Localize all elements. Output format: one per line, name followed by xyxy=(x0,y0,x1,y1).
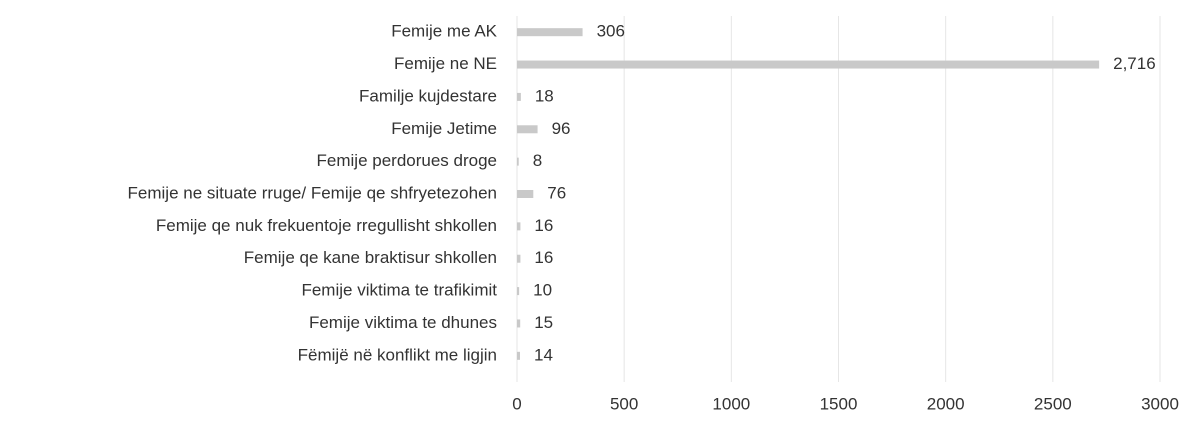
y-tick-label: Femije ne NE xyxy=(394,54,497,73)
x-tick-label: 3000 xyxy=(1141,394,1179,413)
data-label: 2,716 xyxy=(1113,54,1156,73)
bar xyxy=(517,254,521,263)
bar xyxy=(517,60,1100,69)
y-tick-label: Femije qe kane braktisur shkollen xyxy=(244,248,497,267)
y-tick-label: Femije perdorues droge xyxy=(317,151,497,170)
data-label: 96 xyxy=(552,119,571,138)
data-label: 10 xyxy=(533,281,552,300)
x-tick-label: 1500 xyxy=(820,394,858,413)
bar xyxy=(517,190,534,198)
data-label: 14 xyxy=(534,345,553,364)
data-label: 18 xyxy=(535,86,554,105)
y-tick-label: Femije viktima te dhunes xyxy=(309,313,497,332)
data-label: 15 xyxy=(534,313,553,332)
y-tick-label: Familje kujdestare xyxy=(359,86,497,105)
data-label: 306 xyxy=(597,22,625,41)
y-tick-label: Femije Jetime xyxy=(391,119,497,138)
y-tick-label: Femije me AK xyxy=(391,22,497,41)
bar xyxy=(517,92,521,101)
bar xyxy=(517,222,521,231)
y-tick-label: Femije viktima te trafikimit xyxy=(301,281,497,300)
x-tick-label: 0 xyxy=(512,394,521,413)
y-tick-label: Fëmijë në konflikt me ligjin xyxy=(298,345,497,364)
bar xyxy=(517,287,520,296)
bar xyxy=(517,157,519,166)
data-label: 16 xyxy=(534,216,553,235)
bar xyxy=(517,125,538,134)
y-tick-label: Femije qe nuk frekuentoje rregullisht sh… xyxy=(156,216,497,235)
x-tick-label: 2500 xyxy=(1034,394,1072,413)
data-label: 8 xyxy=(533,151,542,170)
bar xyxy=(517,351,521,360)
data-label: 76 xyxy=(547,183,566,202)
bar xyxy=(517,28,583,37)
x-tick-label: 1000 xyxy=(712,394,750,413)
bar xyxy=(517,319,521,328)
data-label: 16 xyxy=(534,248,553,267)
x-tick-label: 500 xyxy=(610,394,638,413)
x-tick-label: 2000 xyxy=(927,394,965,413)
y-tick-label: Femije ne situate rruge/ Femije qe shfry… xyxy=(128,183,497,202)
